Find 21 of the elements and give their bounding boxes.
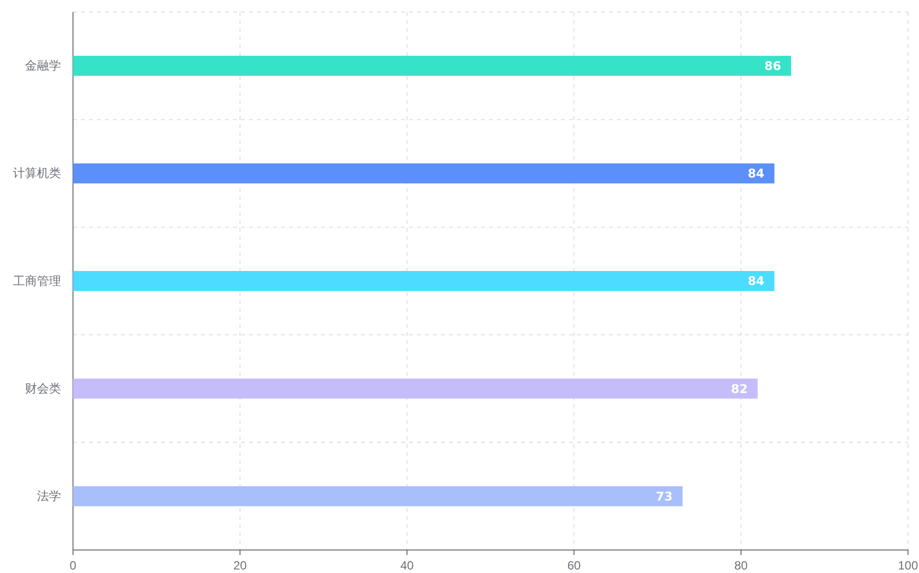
y-tick-label: 工商管理: [13, 274, 61, 288]
y-tick-label: 计算机类: [13, 166, 61, 180]
x-tick-label: 80: [734, 558, 748, 573]
y-tick-label: 金融学: [25, 58, 61, 73]
bar: [73, 271, 774, 291]
data-label: 84: [748, 166, 764, 181]
bar: [73, 486, 683, 506]
x-tick-label: 20: [233, 558, 247, 573]
bar: [73, 56, 792, 76]
x-tick-label: 0: [70, 558, 77, 573]
x-tick-label: 100: [898, 558, 918, 573]
data-label: 82: [730, 382, 748, 396]
y-tick-label: 法学: [37, 489, 61, 504]
bar: [73, 163, 774, 184]
x-tick-label: 60: [567, 558, 581, 573]
y-tick-label: 财会类: [25, 381, 61, 396]
data-label: 86: [764, 59, 782, 73]
data-label: 84: [748, 274, 764, 288]
data-label: 73: [656, 489, 673, 504]
bar: [73, 378, 758, 399]
x-tick-label: 40: [400, 558, 414, 573]
